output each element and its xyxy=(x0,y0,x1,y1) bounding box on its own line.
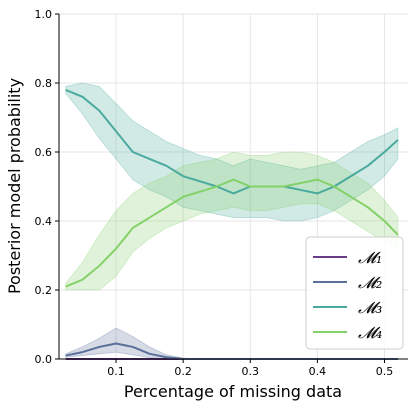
ticks: 0.1 0.2 0.3 0.4 0.5 0.0 0.2 0.4 0.6 0.8 1.0 xyxy=(35,8,394,378)
y-axis-label: Posterior model probability xyxy=(5,78,24,294)
legend-label-4: 𝓜₄ xyxy=(358,323,382,342)
x-tick-label: 0.5 xyxy=(376,365,394,378)
legend: 𝓜₁ 𝓜₂ 𝓜₃ 𝓜₄ xyxy=(305,236,404,350)
axes xyxy=(58,14,408,360)
series-band-3 xyxy=(65,82,399,222)
y-tick-label: 1.0 xyxy=(35,8,53,21)
x-tick-label: 0.4 xyxy=(309,365,327,378)
legend-label-1: 𝓜₁ xyxy=(358,248,382,267)
legend-label-3: 𝓜₃ xyxy=(358,298,382,317)
y-tick-label: 0.2 xyxy=(35,284,53,297)
x-tick-label: 0.3 xyxy=(242,365,260,378)
x-axis-label: Percentage of missing data xyxy=(124,382,342,401)
x-tick-label: 0.1 xyxy=(107,365,125,378)
y-tick-label: 0.4 xyxy=(35,215,53,228)
legend-label-2: 𝓜₂ xyxy=(358,273,382,292)
legend-box xyxy=(305,236,404,350)
series-line-3 xyxy=(65,88,399,195)
y-tick-label: 0.8 xyxy=(35,77,53,90)
y-tick-label: 0.6 xyxy=(35,146,53,159)
series-line-4 xyxy=(65,178,399,288)
y-tick-label: 0.0 xyxy=(35,353,53,366)
x-tick-label: 0.2 xyxy=(174,365,192,378)
